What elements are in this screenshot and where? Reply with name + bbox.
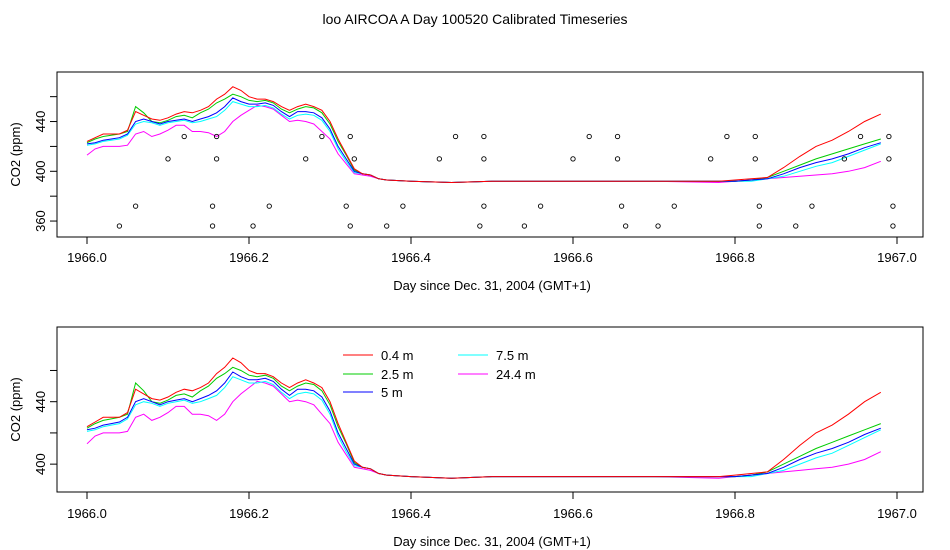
scatter-point-17 [400, 203, 406, 209]
scatter-point-16 [384, 223, 390, 229]
x-axis-label-2: Day since Dec. 31, 2004 (GMT+1) [393, 534, 591, 549]
scatter-point-35 [724, 133, 730, 140]
x-tick-label-1-5: 1967.0 [877, 250, 917, 265]
scatter-point-25 [537, 203, 544, 209]
y-tick-label-1-2: 400 [33, 160, 48, 182]
scatter-point-15 [351, 156, 357, 162]
x-axis-label-1: Day since Dec. 31, 2004 (GMT+1) [393, 278, 591, 293]
scatter-point-38 [756, 203, 762, 209]
series-line-2-5m [86, 371, 881, 479]
scatter-point-12 [343, 203, 349, 209]
scatter-point-19 [452, 133, 459, 140]
x-tick-label-2-4: 1966.8 [715, 506, 755, 521]
series-line-2-04m [86, 357, 882, 479]
scatter-point-2 [165, 156, 171, 162]
scatter-point-41 [809, 203, 815, 209]
scatter-point-6 [213, 156, 220, 162]
y-tick-label-2-2: 440 [33, 391, 48, 413]
legend-label-3: 7.5 m [496, 348, 529, 363]
scatter-point-32 [655, 223, 661, 229]
scatter-point-43 [857, 133, 864, 140]
legend-label-4: 24.4 m [496, 367, 536, 382]
scatter-point-46 [890, 203, 896, 209]
scatter-point-47 [890, 223, 896, 229]
scatter-point-11 [319, 133, 325, 140]
scatter-point-9 [266, 203, 272, 209]
scatter-point-3 [181, 133, 187, 140]
scatter-point-27 [586, 133, 592, 140]
scatter-point-24 [521, 223, 528, 229]
series-line-1-5m [86, 97, 881, 184]
x-tick-label-1-4: 1966.8 [715, 250, 755, 265]
scatter-point-23 [481, 133, 487, 140]
scatter-point-7 [213, 133, 220, 140]
plot-frame-2 [56, 326, 924, 493]
x-tick-label-2-0: 1966.0 [67, 506, 107, 521]
scatter-point-18 [436, 156, 442, 162]
scatter-point-4 [209, 223, 216, 229]
scatter-point-21 [481, 203, 487, 209]
scatter-point-37 [752, 156, 758, 162]
scatter-point-36 [752, 133, 758, 140]
scatter-point-10 [303, 156, 309, 162]
x-tick-label-2-5: 1967.0 [877, 506, 917, 521]
scatter-point-39 [756, 223, 762, 229]
scatter-point-29 [614, 156, 621, 162]
series-line-2-75m [86, 376, 882, 479]
x-tick-label-1-1: 1966.2 [229, 250, 269, 265]
x-tick-label-2-3: 1966.6 [553, 506, 593, 521]
scatter-point-44 [886, 133, 892, 140]
y-axis-label-1: CO2 (ppm) [8, 122, 23, 186]
scatter-point-28 [614, 133, 621, 140]
x-tick-label-2-2: 1966.4 [391, 506, 431, 521]
scatter-point-45 [886, 156, 892, 162]
scatter-point-0 [116, 223, 123, 229]
scatter-point-42 [841, 156, 847, 162]
x-tick-label-1-3: 1966.6 [553, 250, 593, 265]
page-title: loo AIRCOA A Day 100520 Calibrated Times… [322, 11, 628, 27]
scatter-point-26 [570, 156, 576, 162]
legend-label-2: 5 m [381, 385, 403, 400]
y-axis-label-2: CO2 (ppm) [8, 377, 23, 441]
scatter-point-8 [250, 223, 256, 229]
scatter-point-31 [623, 223, 629, 229]
x-tick-label-2-1: 1966.2 [229, 506, 269, 521]
scatter-point-22 [481, 156, 487, 162]
series-line-1-75m [86, 101, 881, 184]
legend-label-1: 2.5 m [381, 367, 414, 382]
scatter-point-33 [671, 203, 677, 209]
y-tick-label-1-4: 440 [33, 111, 48, 133]
x-tick-label-1-2: 1966.4 [391, 250, 431, 265]
y-tick-label-1-0: 360 [33, 210, 48, 232]
plot-frame-1 [56, 71, 924, 238]
scatter-point-30 [618, 203, 625, 209]
scatter-point-40 [793, 223, 799, 229]
scatter-point-14 [347, 133, 353, 140]
scatter-point-1 [132, 203, 139, 209]
series-line-1-04m [86, 86, 882, 184]
x-tick-label-1-0: 1966.0 [67, 250, 107, 265]
scatter-point-13 [347, 223, 353, 229]
y-tick-label-2-0: 400 [33, 453, 48, 475]
legend-label-0: 0.4 m [381, 348, 414, 363]
scatter-point-20 [477, 223, 483, 229]
scatter-point-34 [708, 156, 714, 162]
scatter-point-5 [209, 203, 216, 209]
